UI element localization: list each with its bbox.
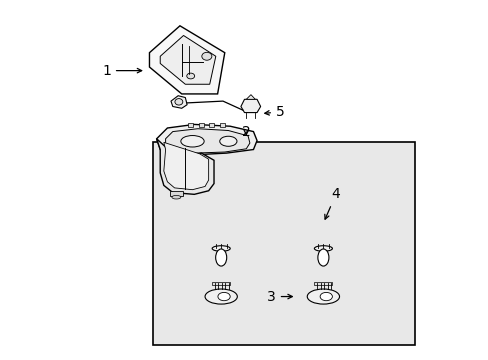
Text: 5: 5 <box>264 105 284 119</box>
Bar <box>169 191 183 196</box>
Text: 4: 4 <box>324 187 340 219</box>
Polygon shape <box>163 142 208 190</box>
Ellipse shape <box>175 99 183 105</box>
Ellipse shape <box>218 292 230 301</box>
Text: 3: 3 <box>266 289 292 303</box>
Ellipse shape <box>181 135 203 147</box>
Polygon shape <box>246 95 255 99</box>
Ellipse shape <box>202 52 211 60</box>
Ellipse shape <box>320 292 332 301</box>
Polygon shape <box>149 26 224 94</box>
Ellipse shape <box>314 246 332 251</box>
Polygon shape <box>160 36 215 84</box>
Ellipse shape <box>171 195 181 199</box>
Bar <box>187 123 192 127</box>
Ellipse shape <box>186 73 194 79</box>
Polygon shape <box>165 129 249 153</box>
Bar <box>209 123 214 127</box>
Ellipse shape <box>215 249 226 266</box>
Ellipse shape <box>306 289 339 304</box>
Text: 2: 2 <box>242 125 250 139</box>
Polygon shape <box>241 99 260 113</box>
Bar <box>153 142 414 345</box>
Ellipse shape <box>317 249 328 266</box>
Ellipse shape <box>212 246 230 251</box>
Bar <box>314 282 332 285</box>
Polygon shape <box>171 96 187 108</box>
Bar <box>198 123 203 127</box>
Text: 1: 1 <box>102 64 142 78</box>
Ellipse shape <box>204 289 237 304</box>
Polygon shape <box>156 139 214 194</box>
Bar <box>212 282 230 285</box>
Ellipse shape <box>219 136 237 146</box>
Polygon shape <box>156 125 257 155</box>
Bar <box>220 123 224 127</box>
